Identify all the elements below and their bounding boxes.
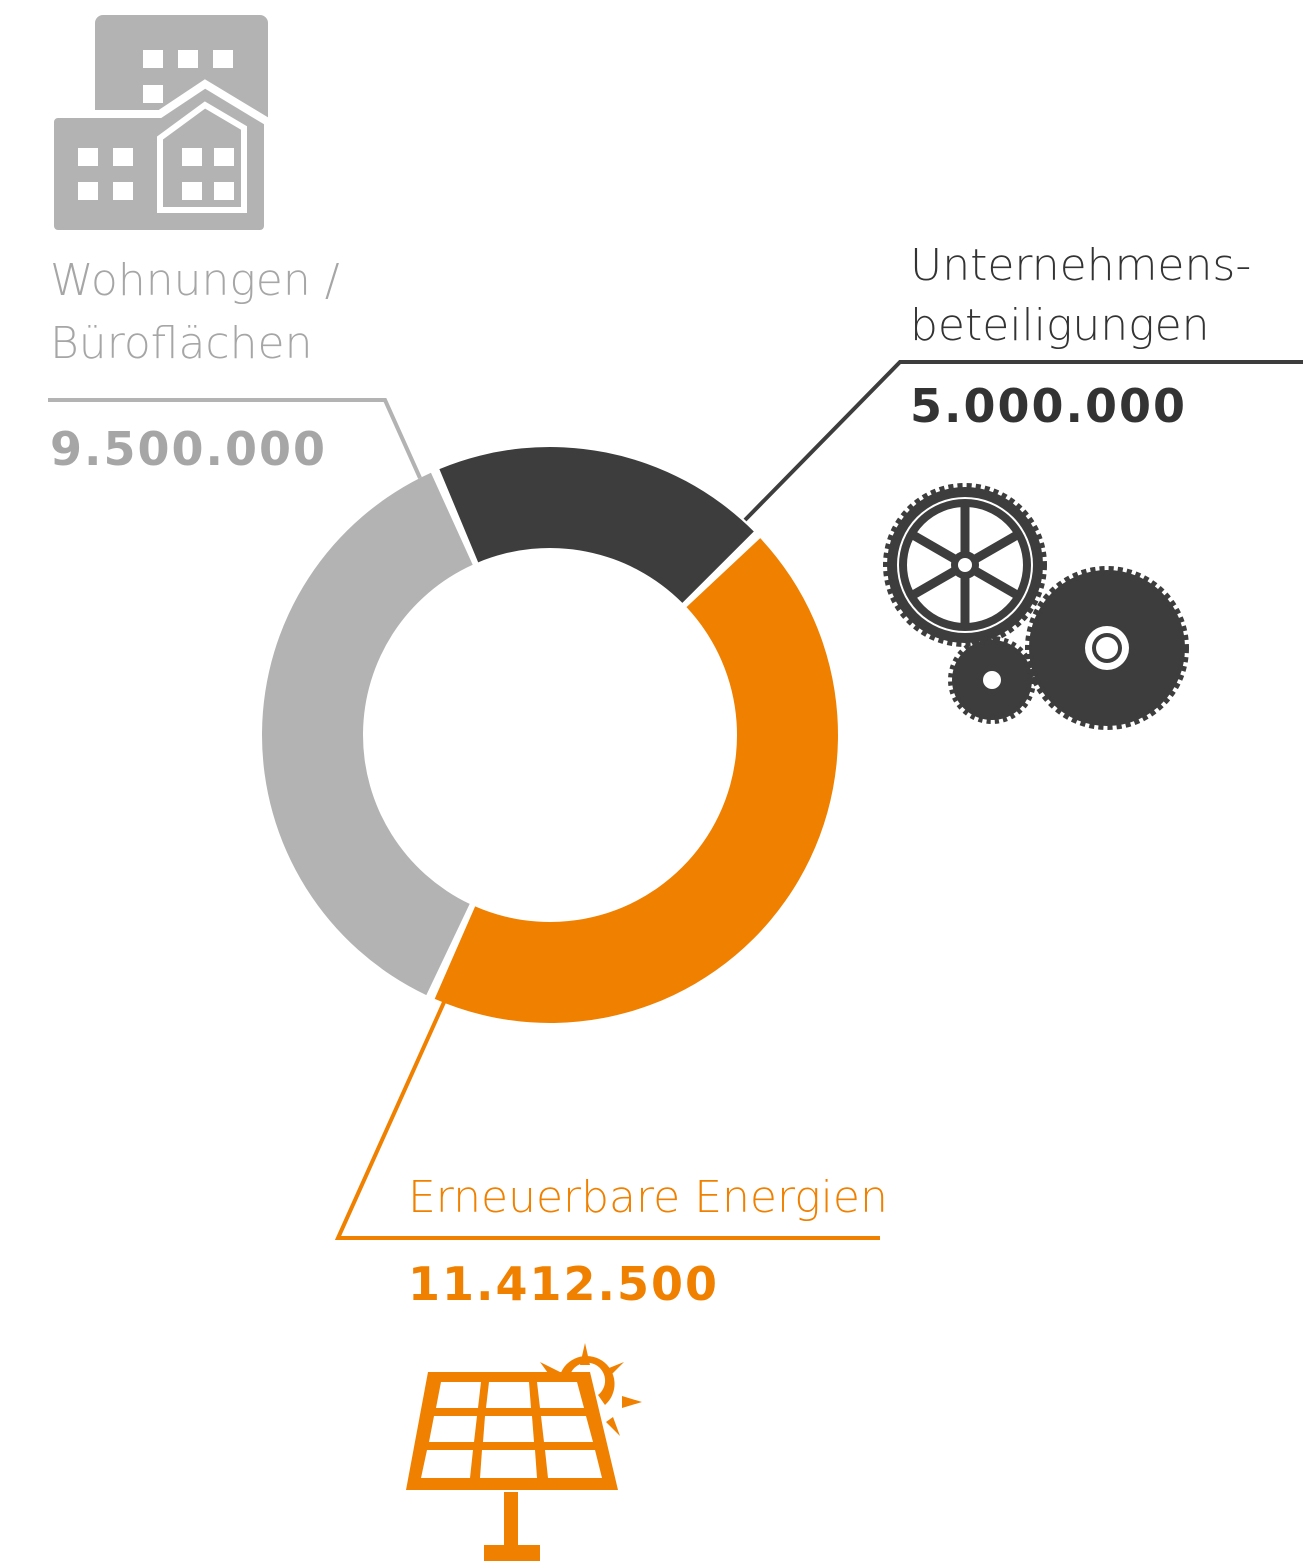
leader-line (334, 999, 880, 1240)
gears-icon (883, 483, 1189, 730)
donut-segment (434, 538, 838, 1023)
category-label: Erneuerbare Energien (408, 1172, 888, 1223)
category-label: Wohnungen / (50, 255, 340, 306)
leader-line (743, 360, 1303, 522)
donut-segment (261, 472, 473, 996)
category-label: Büroflächen (50, 318, 312, 369)
donut-segment (439, 447, 754, 603)
building-icon (46, 15, 272, 238)
solar-icon (406, 1343, 642, 1561)
value-label: 5.000.000 (910, 379, 1187, 433)
leader-line (48, 398, 422, 479)
value-label: 11.412.500 (408, 1257, 719, 1311)
value-label: 9.500.000 (50, 422, 327, 476)
category-label: beteiligungen (910, 300, 1210, 351)
category-label: Unternehmens- (910, 240, 1251, 291)
